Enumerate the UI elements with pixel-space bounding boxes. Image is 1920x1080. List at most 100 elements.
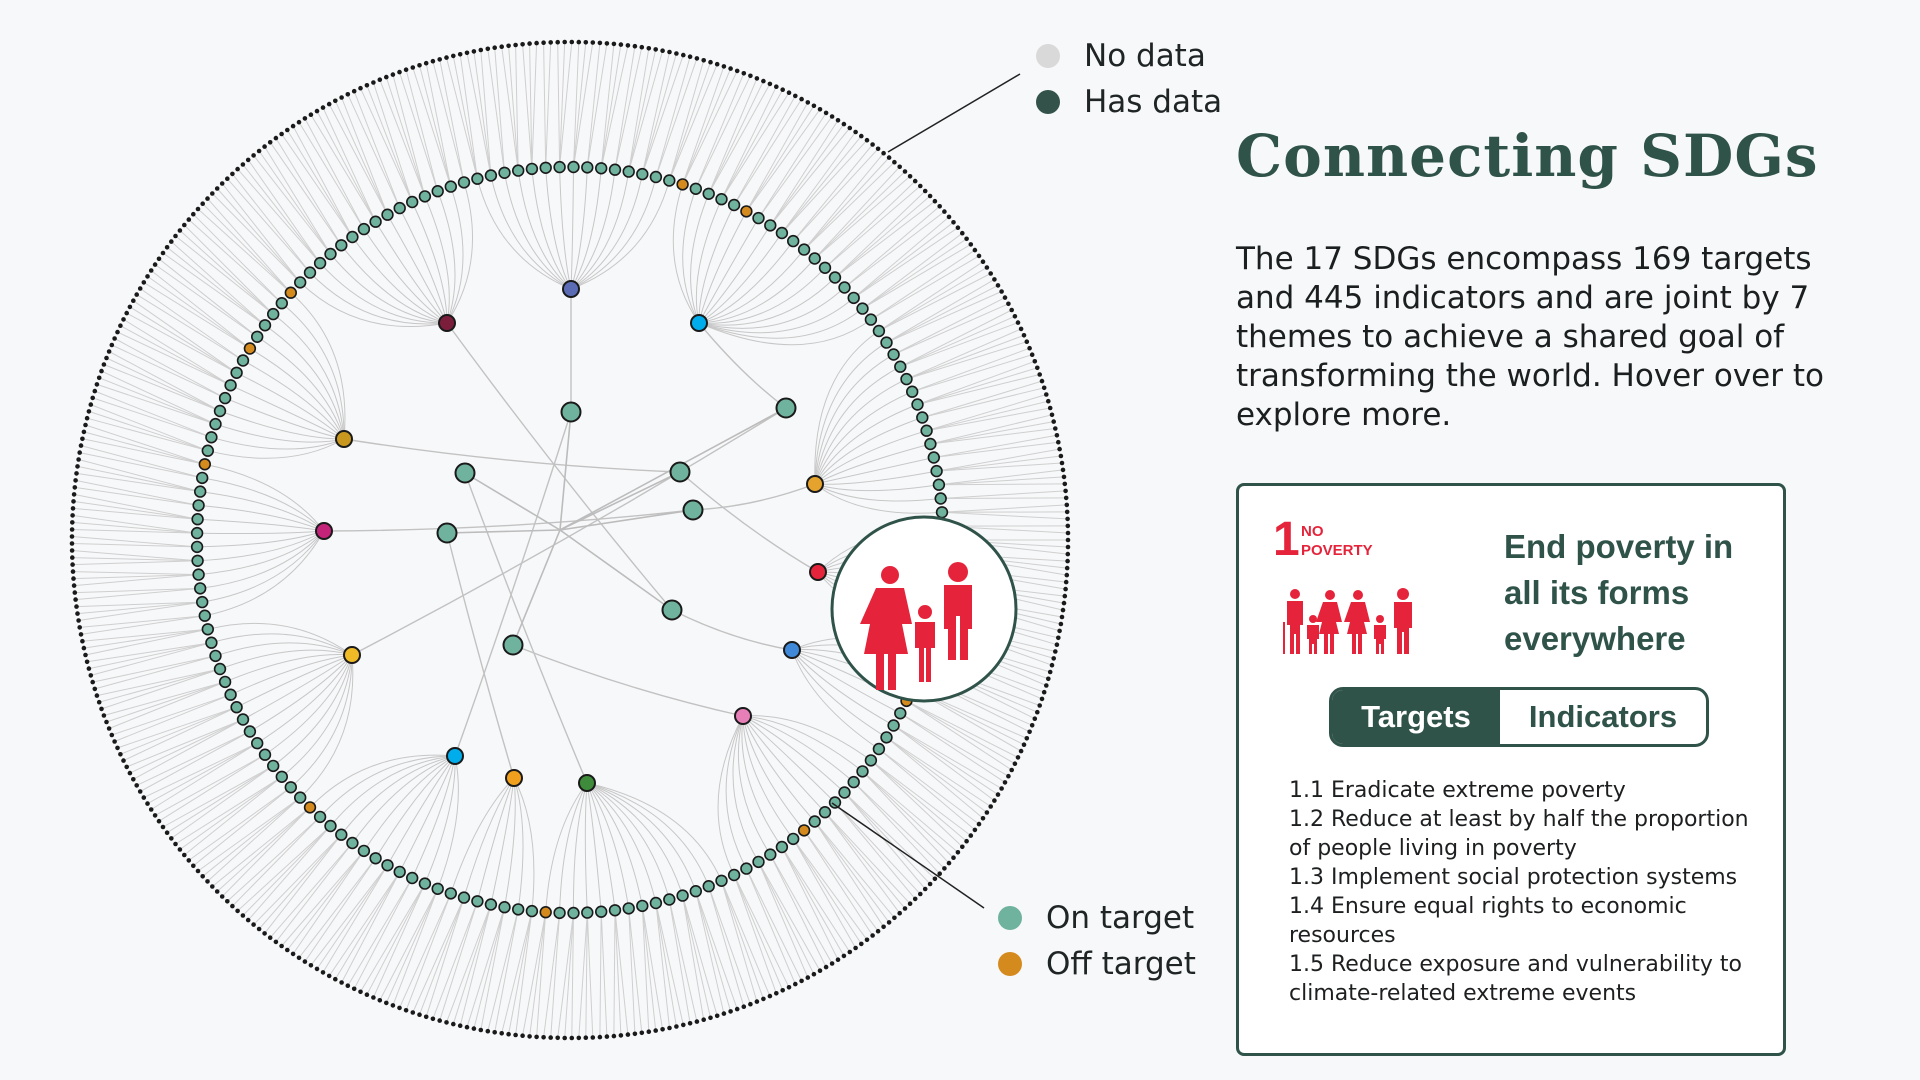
indicator-dot bbox=[687, 1021, 693, 1026]
target-link bbox=[586, 782, 697, 892]
indicator-dot bbox=[285, 127, 290, 133]
indicator-link bbox=[452, 55, 478, 179]
indicator-link bbox=[405, 69, 439, 192]
indicator-dot bbox=[767, 81, 773, 87]
target-link bbox=[698, 308, 863, 339]
indicator-link bbox=[94, 390, 212, 438]
indicator-dot bbox=[1065, 516, 1070, 522]
indicator-link bbox=[304, 858, 377, 962]
indicator-link bbox=[114, 694, 231, 742]
indicator-dot bbox=[694, 56, 700, 61]
indicator-link bbox=[853, 227, 959, 299]
goal-node bbox=[343, 646, 361, 664]
target-link bbox=[814, 483, 943, 514]
indicator-dot bbox=[70, 506, 76, 511]
indicator-link bbox=[878, 273, 991, 332]
indicator-dot bbox=[841, 121, 847, 127]
target-link bbox=[230, 384, 345, 440]
target-dot bbox=[357, 222, 371, 236]
target-dot bbox=[444, 887, 457, 900]
indicator-link bbox=[92, 655, 216, 683]
indicator-dot bbox=[897, 164, 902, 170]
indicator-link bbox=[834, 802, 916, 900]
indicator-dot bbox=[548, 40, 553, 45]
indicator-link bbox=[147, 275, 251, 349]
indicator-link bbox=[353, 877, 413, 990]
goal-node bbox=[809, 563, 827, 581]
indicator-dot bbox=[786, 90, 792, 95]
indicator-dot bbox=[437, 57, 443, 62]
indicator-dot bbox=[1024, 339, 1030, 345]
indicator-dot bbox=[625, 1032, 631, 1037]
indicator-dots-ring bbox=[69, 39, 1071, 1041]
indicator-link bbox=[668, 62, 711, 181]
target-dot bbox=[209, 417, 222, 431]
target-dot bbox=[775, 840, 789, 854]
target-dot bbox=[935, 506, 949, 519]
target-link bbox=[698, 297, 855, 334]
indicator-link bbox=[281, 133, 353, 238]
target-link bbox=[698, 287, 845, 329]
indicator-link bbox=[292, 850, 365, 955]
indicator-dot bbox=[506, 1031, 511, 1037]
target-link bbox=[717, 715, 744, 876]
indicator-link bbox=[129, 306, 237, 374]
indicator-link bbox=[446, 904, 492, 1023]
highlight-goal-badge[interactable] bbox=[830, 515, 1018, 703]
indicator-dot bbox=[799, 978, 804, 984]
target-dot bbox=[622, 902, 635, 915]
target-link bbox=[351, 755, 456, 844]
indicator-link bbox=[334, 871, 401, 980]
indicator-link bbox=[360, 87, 413, 203]
tab-targets[interactable]: Targets bbox=[1332, 690, 1500, 744]
indicator-dot bbox=[104, 355, 109, 361]
indicator-dot bbox=[541, 1035, 546, 1040]
indicator-dot bbox=[1015, 320, 1021, 325]
target-dot bbox=[786, 234, 800, 248]
indicator-link bbox=[253, 834, 342, 925]
indicator-dot bbox=[73, 478, 78, 483]
indicator-link bbox=[824, 185, 921, 269]
indicator-link bbox=[600, 911, 608, 1037]
indicator-dot bbox=[847, 125, 853, 131]
indicator-dot bbox=[245, 157, 251, 163]
indicator-link bbox=[425, 897, 465, 1017]
indicator-dot bbox=[853, 129, 858, 135]
indicator-dot bbox=[1035, 709, 1040, 715]
target-link bbox=[198, 504, 325, 532]
target-link bbox=[791, 649, 887, 738]
indicator-link bbox=[85, 628, 208, 656]
indicator-dot bbox=[721, 1011, 727, 1016]
indicator-link bbox=[247, 825, 331, 921]
page-title: Connecting SDGs bbox=[1236, 122, 1819, 190]
indicator-link bbox=[628, 908, 636, 1034]
indicator-dot bbox=[555, 1035, 560, 1041]
indicator-link bbox=[936, 448, 1060, 472]
indicator-link bbox=[85, 424, 205, 465]
target-link bbox=[698, 232, 783, 324]
indicator-link bbox=[930, 428, 1056, 445]
indicator-link bbox=[71, 543, 198, 548]
indicator-link bbox=[83, 628, 208, 649]
target-dot bbox=[828, 271, 842, 284]
indicator-link bbox=[143, 281, 251, 349]
indicator-link bbox=[599, 911, 602, 1038]
indicator-dot bbox=[1064, 509, 1070, 515]
indicator-dot bbox=[999, 786, 1004, 791]
indicator-dot bbox=[513, 42, 518, 48]
target-dot bbox=[752, 855, 765, 869]
tab-indicators[interactable]: Indicators bbox=[1528, 699, 1678, 734]
indicator-link bbox=[108, 351, 221, 412]
indicator-dot bbox=[131, 298, 136, 304]
target-dot bbox=[872, 742, 886, 756]
indicator-dot bbox=[569, 1035, 575, 1041]
indicator-link bbox=[347, 94, 401, 209]
indicator-link bbox=[906, 700, 1016, 765]
indicator-dot bbox=[345, 92, 351, 97]
target-dot bbox=[872, 324, 886, 338]
indicator-link bbox=[202, 203, 292, 294]
indicator-dot bbox=[590, 40, 596, 45]
target-dot bbox=[230, 366, 243, 379]
indicator-dot bbox=[499, 44, 505, 49]
indicator-dot bbox=[1012, 761, 1018, 766]
